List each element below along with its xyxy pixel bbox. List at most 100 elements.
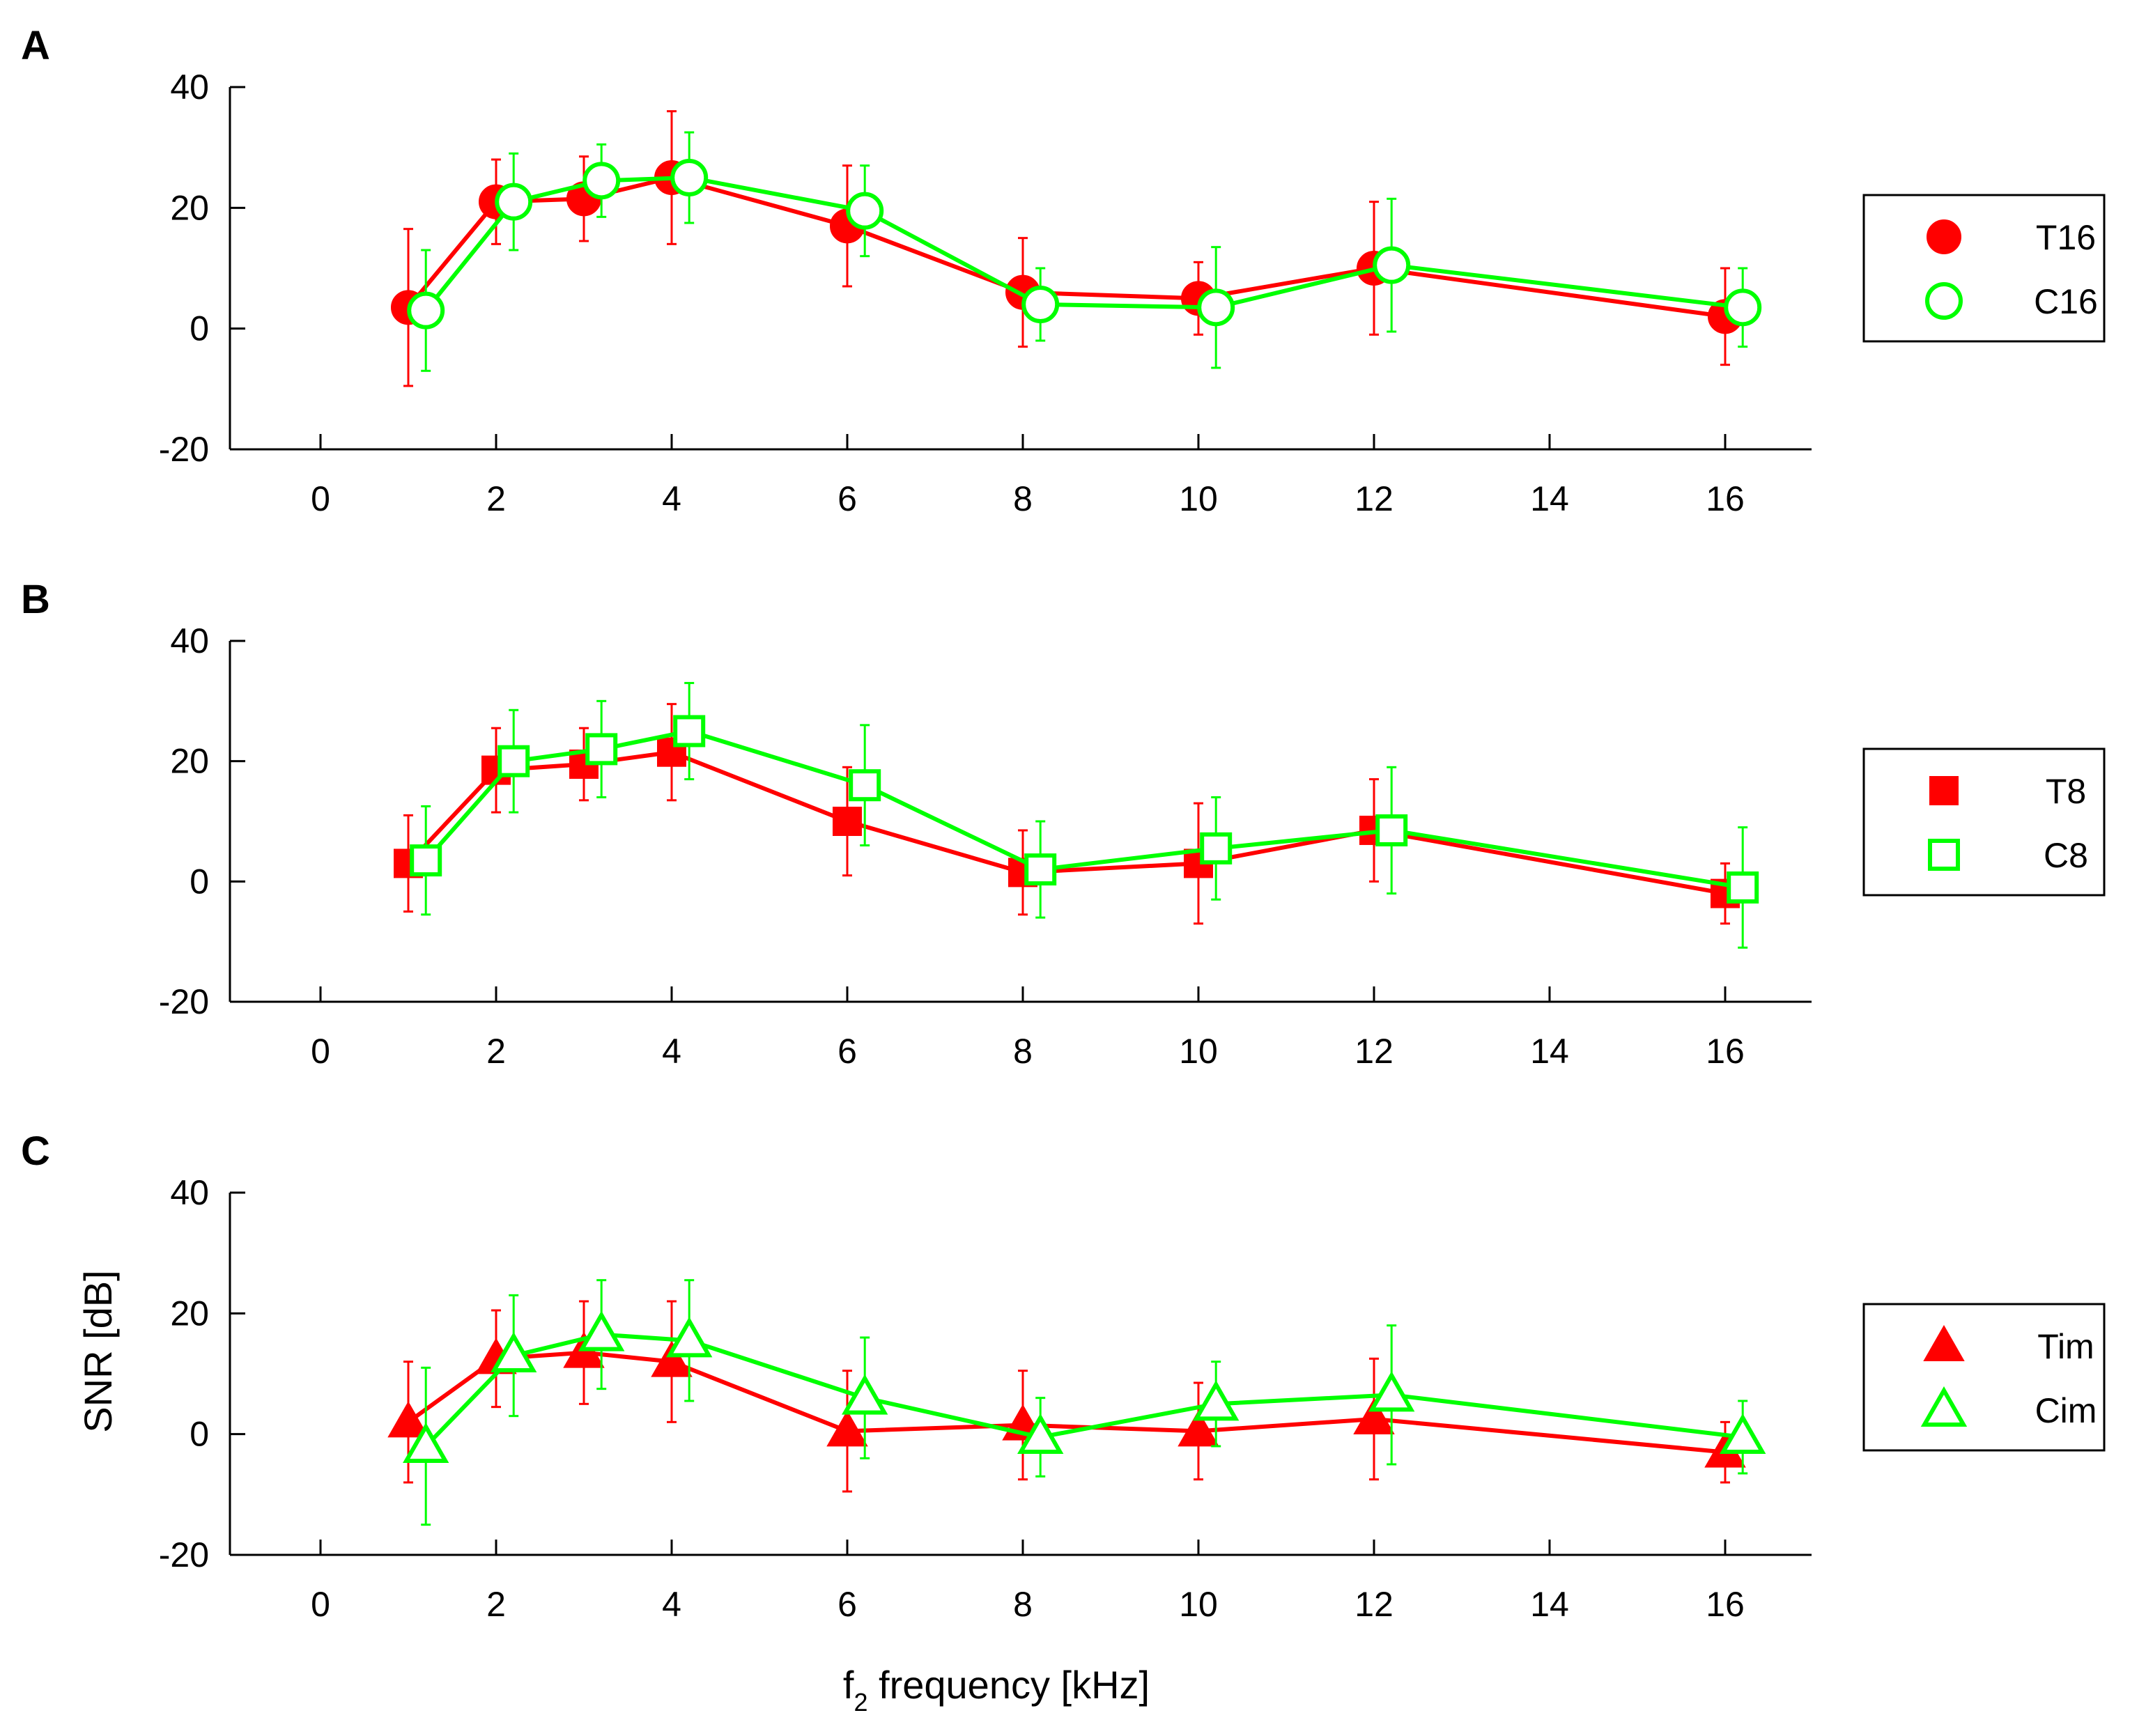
- legend-marker: [1920, 1386, 1968, 1427]
- legend-marker: [1928, 839, 1960, 871]
- series-line: [424, 1332, 1743, 1448]
- series-T16: [391, 110, 1743, 387]
- series-C16: [407, 131, 1762, 372]
- x-tick-label: 14: [1530, 1585, 1569, 1624]
- y-tick-label: 0: [190, 309, 209, 348]
- legend-marker: [1923, 1324, 1965, 1361]
- data-point: [670, 159, 709, 196]
- legend-label: T16: [2036, 218, 2096, 257]
- data-point: [846, 192, 884, 230]
- x-axis-title-rest: frequency [kHz]: [867, 1663, 1150, 1707]
- panel-B: B -20 0 20 40 0 2 4 6 8 10 12 14 16 T8 C8: [21, 577, 2106, 1071]
- y-axis-title: SNR [dB]: [76, 1270, 120, 1432]
- x-tick-label: 16: [1706, 479, 1745, 518]
- data-point: [1353, 1397, 1395, 1434]
- x-tick-label: 10: [1179, 1585, 1218, 1624]
- data-point: [1724, 288, 1762, 327]
- x-tick-label: 6: [837, 1032, 857, 1071]
- x-axis-title-subscript: 2: [854, 1688, 867, 1716]
- series-line: [424, 729, 1743, 890]
- x-tick-label: 4: [662, 1032, 681, 1071]
- data-point: [403, 1422, 449, 1463]
- x-tick-label: 14: [1530, 1032, 1569, 1071]
- x-tick-label: 8: [1013, 1585, 1033, 1624]
- data-point: [1720, 1413, 1766, 1454]
- x-tick-label: 6: [837, 479, 857, 518]
- x-tick-label: 10: [1179, 479, 1218, 518]
- x-tick-label: 8: [1013, 479, 1033, 518]
- series-line: [406, 750, 1726, 896]
- panel-letter: C: [21, 1129, 50, 1174]
- y-tick-label: 0: [190, 862, 209, 901]
- y-tick-label: 40: [170, 68, 209, 107]
- data-point: [833, 807, 862, 836]
- x-tick-label: 14: [1530, 479, 1569, 518]
- data-point: [407, 291, 445, 330]
- data-point: [1021, 286, 1060, 323]
- data-point: [410, 844, 442, 877]
- legend-marker: [1927, 219, 1961, 254]
- panel-letter: A: [21, 23, 50, 68]
- data-point: [585, 733, 618, 766]
- data-point: [1197, 288, 1235, 327]
- y-tick-label: 40: [170, 1173, 209, 1212]
- legend-box: [1862, 194, 2106, 343]
- data-point: [387, 1401, 429, 1438]
- x-tick-label: 2: [486, 479, 506, 518]
- data-point: [582, 162, 621, 200]
- series-Cim: [403, 1279, 1766, 1526]
- panel-letter: B: [21, 577, 50, 622]
- x-tick-label: 6: [837, 1585, 857, 1624]
- x-tick-label: 0: [311, 1585, 330, 1624]
- x-axis-title: f2 frequency [kHz]: [843, 1663, 1150, 1716]
- legend: T16 C16: [1862, 194, 2106, 343]
- y-tick-label: 20: [170, 188, 209, 227]
- y-tick-label: 0: [190, 1415, 209, 1454]
- data-point: [497, 745, 530, 777]
- data-point: [673, 715, 706, 747]
- panel-A: A -20 0 20 40 0 2 4 6 8 10 12 14 16 T16 C16: [21, 23, 2106, 518]
- series-line: [407, 1350, 1726, 1455]
- data-point: [578, 1310, 625, 1351]
- legend-label: Cim: [2035, 1391, 2097, 1430]
- x-tick-label: 0: [311, 479, 330, 518]
- y-tick-label: -20: [159, 430, 209, 469]
- data-point: [1178, 1410, 1219, 1447]
- legend-marker: [1929, 776, 1959, 805]
- legend-marker: [1925, 282, 1963, 320]
- data-point: [1200, 832, 1233, 865]
- x-tick-label: 4: [662, 479, 681, 518]
- x-tick-label: 12: [1354, 1585, 1394, 1624]
- data-point: [842, 1374, 888, 1415]
- x-tick-label: 0: [311, 1032, 330, 1071]
- x-tick-label: 4: [662, 1585, 681, 1624]
- legend-box: [1862, 747, 2106, 897]
- y-tick-label: 20: [170, 1294, 209, 1333]
- x-tick-label: 16: [1706, 1032, 1745, 1071]
- data-point: [495, 183, 533, 221]
- x-tick-label: 2: [486, 1032, 506, 1071]
- panel-C: C -20 0 20 40 0 2 4 6 8 10 12 14 16 Tim Cim: [21, 1129, 2106, 1624]
- legend-label: Tim: [2037, 1327, 2094, 1366]
- data-point: [491, 1331, 537, 1372]
- data-point: [1368, 1371, 1415, 1412]
- data-point: [1017, 1413, 1064, 1454]
- x-tick-label: 16: [1706, 1585, 1745, 1624]
- data-point: [666, 1317, 713, 1358]
- legend-label: T8: [2046, 772, 2086, 811]
- y-tick-label: 40: [170, 621, 209, 660]
- x-tick-label: 2: [486, 1585, 506, 1624]
- y-tick-label: 20: [170, 742, 209, 781]
- data-point: [1024, 853, 1057, 886]
- legend: T8 C8: [1862, 747, 2106, 897]
- x-tick-label: 10: [1179, 1032, 1218, 1071]
- data-point: [1193, 1380, 1240, 1421]
- data-point: [849, 769, 881, 802]
- data-point: [1727, 871, 1759, 904]
- legend: Tim Cim: [1862, 1303, 2106, 1452]
- data-point: [651, 1340, 693, 1377]
- legend-box: [1862, 1303, 2106, 1452]
- series-C8: [410, 681, 1759, 949]
